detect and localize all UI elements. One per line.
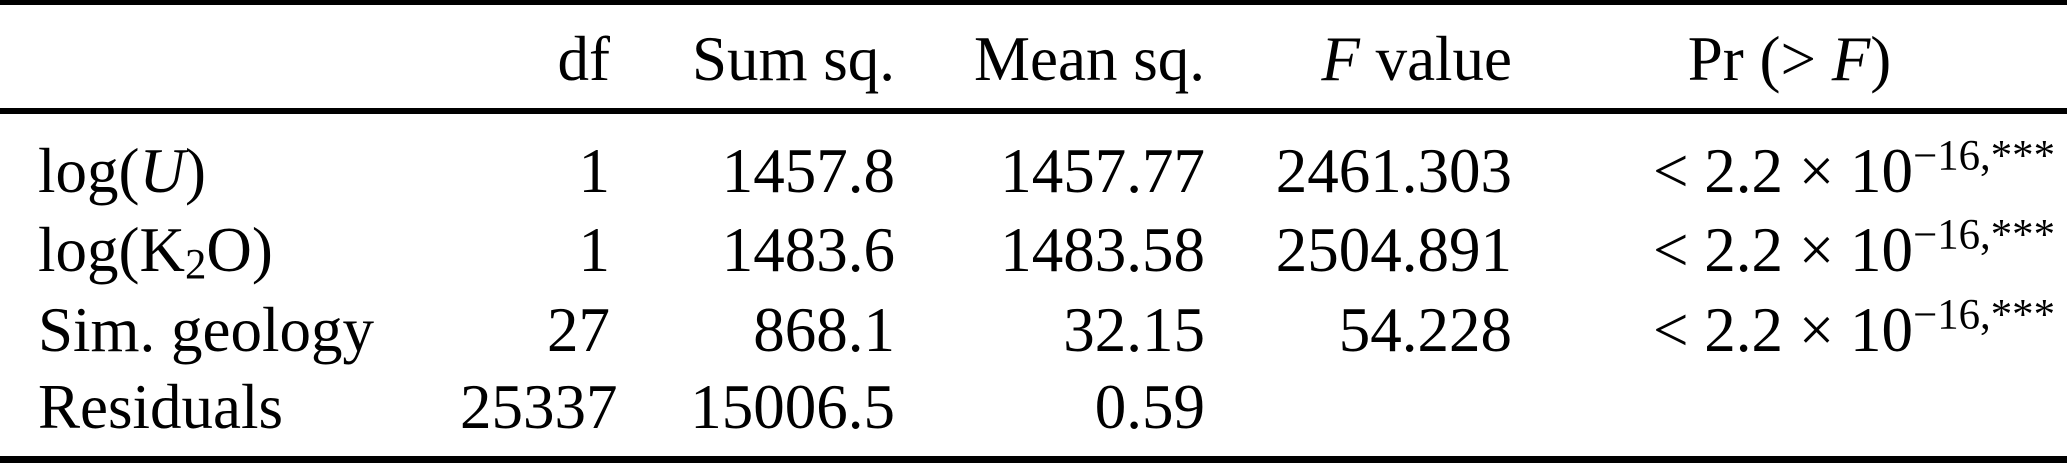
row-label: log(U) (38, 135, 206, 206)
header-cell-f-value: F value (1321, 23, 1512, 94)
header-cell-df: df (557, 23, 610, 94)
cell-p-value: < 2.2 × 10−16,*** (1653, 211, 2055, 285)
table-row-log-u: log(U) 1 1457.8 1457.77 2461.303 < 2.2 ×… (0, 111, 2067, 211)
cell-df: 27 (547, 295, 610, 365)
table-row-residuals: Residuals 25337 15006.5 0.59 (0, 371, 2067, 460)
row-label: Residuals (38, 371, 283, 442)
cell-p-value: < 2.2 × 10−16,*** (1653, 291, 2055, 365)
row-label: Sim. geology (38, 295, 375, 365)
cell-p-value (1512, 371, 2067, 460)
cell-p-value: < 2.2 × 10−16,*** (1653, 132, 2055, 206)
cell-f-value: 2461.303 (1275, 135, 1512, 206)
cell-sum-sq: 868.1 (753, 295, 895, 365)
cell-df: 1 (578, 135, 611, 206)
cell-f-value: 54.228 (1338, 295, 1512, 365)
header-cell-label (0, 3, 460, 111)
table-row-sim-geology: Sim. geology 27 868.1 32.15 54.228 < 2.2… (0, 291, 2067, 371)
cell-mean-sq: 0.59 (1094, 371, 1205, 442)
cell-sum-sq: 1457.8 (721, 135, 895, 206)
cell-f-value (1205, 371, 1512, 460)
cell-mean-sq: 1457.77 (1000, 135, 1205, 206)
cell-sum-sq: 1483.6 (721, 215, 895, 285)
header-row: df Sum sq. Mean sq. F value Pr (> F) (0, 3, 2067, 111)
cell-df: 1 (578, 215, 611, 285)
cell-mean-sq: 32.15 (1063, 295, 1205, 365)
row-label: log(K2O) (38, 215, 273, 289)
cell-f-value: 2504.891 (1275, 215, 1512, 285)
header-cell-mean-sq: Mean sq. (974, 23, 1205, 94)
cell-sum-sq: 15006.5 (690, 371, 895, 442)
cell-df: 25337 (460, 371, 618, 442)
header-cell-sum-sq: Sum sq. (691, 23, 895, 94)
header-cell-pr: Pr (> F) (1687, 23, 1892, 94)
cell-mean-sq: 1483.58 (1000, 215, 1205, 285)
table-row-log-k2o: log(K2O) 1 1483.6 1483.58 2504.891 < 2.2… (0, 211, 2067, 291)
